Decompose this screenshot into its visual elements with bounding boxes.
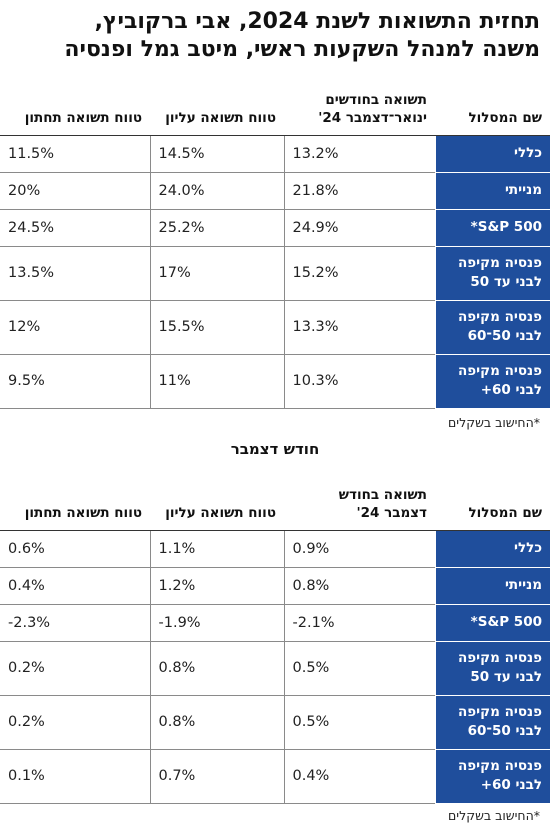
lower-range-cell: 20%: [0, 171, 151, 210]
table-row: פנסיה מקיפה לבני עד 50 0.5% 0.8% 0.2%: [0, 640, 550, 696]
upper-range-cell: 25.2%: [149, 208, 285, 247]
header-lower-range: טווח תשואה תחתון: [0, 80, 150, 136]
upper-range-cell: 24.0%: [149, 171, 285, 210]
header-track-name: שם המסלול: [435, 478, 550, 531]
lower-range-cell: -2.3%: [0, 603, 151, 642]
lower-range-cell: 0.2%: [0, 694, 151, 750]
track-name-cell: פנסיה מקיפה לבני עד 50: [434, 245, 550, 301]
track-name-cell: פנסיה מקיפה לבני 60+: [434, 353, 550, 409]
table-row: פנסיה מקיפה לבני 60+ 10.3% 11% 9.5%: [0, 353, 550, 409]
upper-range-cell: 0.8%: [149, 640, 285, 696]
return-cell: -2.1%: [283, 603, 436, 642]
header-return: תשואה בחודש דצמבר 24': [284, 478, 435, 531]
return-cell: 10.3%: [283, 353, 436, 409]
header-track-name: שם המסלול: [435, 80, 550, 136]
lower-range-cell: 12%: [0, 299, 151, 355]
december-returns-table: שם המסלול תשואה בחודש דצמבר 24' טווח תשו…: [0, 478, 550, 804]
track-name-cell: כללי: [434, 529, 550, 568]
lower-range-cell: 11.5%: [0, 134, 151, 173]
headline: תחזית התשואות לשנת 2024, אבי ברקוביץ, מש…: [10, 8, 540, 64]
header-return: תשואה בחודשים ינואר־דצמבר 24': [284, 80, 435, 136]
upper-range-cell: 14.5%: [149, 134, 285, 173]
table-row: פנסיה מקיפה לבני 50־60 13.3% 15.5% 12%: [0, 299, 550, 355]
track-name-cell: פנסיה מקיפה לבני 60+: [434, 748, 550, 804]
return-cell: 13.3%: [283, 299, 436, 355]
upper-range-cell: 0.8%: [149, 694, 285, 750]
lower-range-cell: 13.5%: [0, 245, 151, 301]
track-name-cell: מנייתי: [434, 171, 550, 210]
table-row: כללי 0.9% 1.1% 0.6%: [0, 529, 550, 568]
currency-footnote: *החישוב בשקלים: [448, 808, 540, 823]
upper-range-cell: 0.7%: [149, 748, 285, 804]
table-row: כללי 13.2% 14.5% 11.5%: [0, 134, 550, 173]
upper-range-cell: 1.2%: [149, 566, 285, 605]
table-row: מנייתי 21.8% 24.0% 20%: [0, 171, 550, 210]
return-cell: 24.9%: [283, 208, 436, 247]
track-name-cell: פנסיה מקיפה לבני עד 50: [434, 640, 550, 696]
track-name-cell: מנייתי: [434, 566, 550, 605]
track-name-cell: S&P 500*: [434, 208, 550, 247]
table-row: מנייתי 0.8% 1.2% 0.4%: [0, 566, 550, 605]
upper-range-cell: -1.9%: [149, 603, 285, 642]
header-lower-range: טווח תשואה תחתון: [0, 478, 150, 531]
table-row: פנסיה מקיפה לבני 60+ 0.4% 0.7% 0.1%: [0, 748, 550, 804]
track-name-cell: פנסיה מקיפה לבני 50־60: [434, 299, 550, 355]
lower-range-cell: 24.5%: [0, 208, 151, 247]
table-row: פנסיה מקיפה לבני 50־60 0.5% 0.8% 0.2%: [0, 694, 550, 750]
table-header-row: שם המסלול תשואה בחודשים ינואר־דצמבר 24' …: [0, 80, 550, 136]
return-cell: 15.2%: [283, 245, 436, 301]
track-name-cell: פנסיה מקיפה לבני 50־60: [434, 694, 550, 750]
header-upper-range: טווח תשואה עליון: [150, 478, 284, 531]
currency-footnote: *החישוב בשקלים: [448, 415, 540, 430]
lower-range-cell: 9.5%: [0, 353, 151, 409]
return-cell: 0.5%: [283, 694, 436, 750]
return-cell: 13.2%: [283, 134, 436, 173]
return-cell: 0.4%: [283, 748, 436, 804]
return-cell: 21.8%: [283, 171, 436, 210]
section-title-december: חודש דצמבר: [230, 440, 320, 458]
headline-line-2: משנה למנהל השקעות ראשי, מיטב גמל ופנסיה: [64, 37, 540, 62]
upper-range-cell: 15.5%: [149, 299, 285, 355]
headline-line-1: תחזית התשואות לשנת 2024, אבי ברקוביץ,: [94, 9, 540, 34]
upper-range-cell: 17%: [149, 245, 285, 301]
table-header-row: שם המסלול תשואה בחודש דצמבר 24' טווח תשו…: [0, 478, 550, 531]
lower-range-cell: 0.1%: [0, 748, 151, 804]
return-cell: 0.8%: [283, 566, 436, 605]
lower-range-cell: 0.4%: [0, 566, 151, 605]
return-cell: 0.9%: [283, 529, 436, 568]
upper-range-cell: 1.1%: [149, 529, 285, 568]
track-name-cell: S&P 500*: [434, 603, 550, 642]
header-upper-range: טווח תשואה עליון: [150, 80, 284, 136]
annual-returns-table: שם המסלול תשואה בחודשים ינואר־דצמבר 24' …: [0, 80, 550, 409]
lower-range-cell: 0.2%: [0, 640, 151, 696]
track-name-cell: כללי: [434, 134, 550, 173]
return-cell: 0.5%: [283, 640, 436, 696]
upper-range-cell: 11%: [149, 353, 285, 409]
table-row: S&P 500* 24.9% 25.2% 24.5%: [0, 208, 550, 247]
lower-range-cell: 0.6%: [0, 529, 151, 568]
table-row: פנסיה מקיפה לבני עד 50 15.2% 17% 13.5%: [0, 245, 550, 301]
table-row: S&P 500* -2.1% -1.9% -2.3%: [0, 603, 550, 642]
